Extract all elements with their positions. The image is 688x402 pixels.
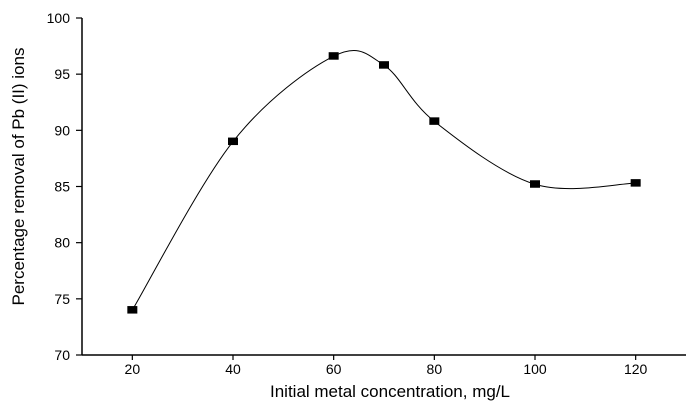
x-tick-label: 80	[427, 361, 443, 377]
data-point	[127, 306, 138, 314]
trend-curve	[131, 50, 636, 311]
y-tick-label: 85	[54, 179, 70, 195]
data-markers	[127, 52, 641, 314]
data-point	[429, 117, 440, 125]
data-point	[379, 61, 389, 69]
y-tick-label: 100	[47, 10, 71, 26]
y-axis-title: Percentage removal of Pb (II) ions	[9, 48, 28, 306]
x-tick-label: 60	[326, 361, 342, 377]
data-point	[630, 179, 641, 187]
y-tick-label: 75	[54, 291, 70, 307]
y-tick-label: 80	[54, 235, 70, 251]
x-ticks: 20 40 60 80 100 120	[125, 355, 648, 377]
x-tick-label: 100	[523, 361, 547, 377]
x-tick-label: 40	[225, 361, 241, 377]
y-tick-label: 95	[54, 66, 70, 82]
x-axis-title: Initial metal concentration, mg/L	[270, 382, 510, 401]
data-point	[530, 180, 540, 188]
y-ticks: 70 75 80 85 90 95 100	[47, 10, 82, 363]
data-point	[228, 137, 238, 146]
y-tick-label: 90	[54, 122, 70, 138]
x-tick-label: 20	[125, 361, 141, 377]
x-tick-label: 120	[624, 361, 648, 377]
data-point	[328, 52, 339, 60]
y-tick-label: 70	[54, 347, 70, 363]
